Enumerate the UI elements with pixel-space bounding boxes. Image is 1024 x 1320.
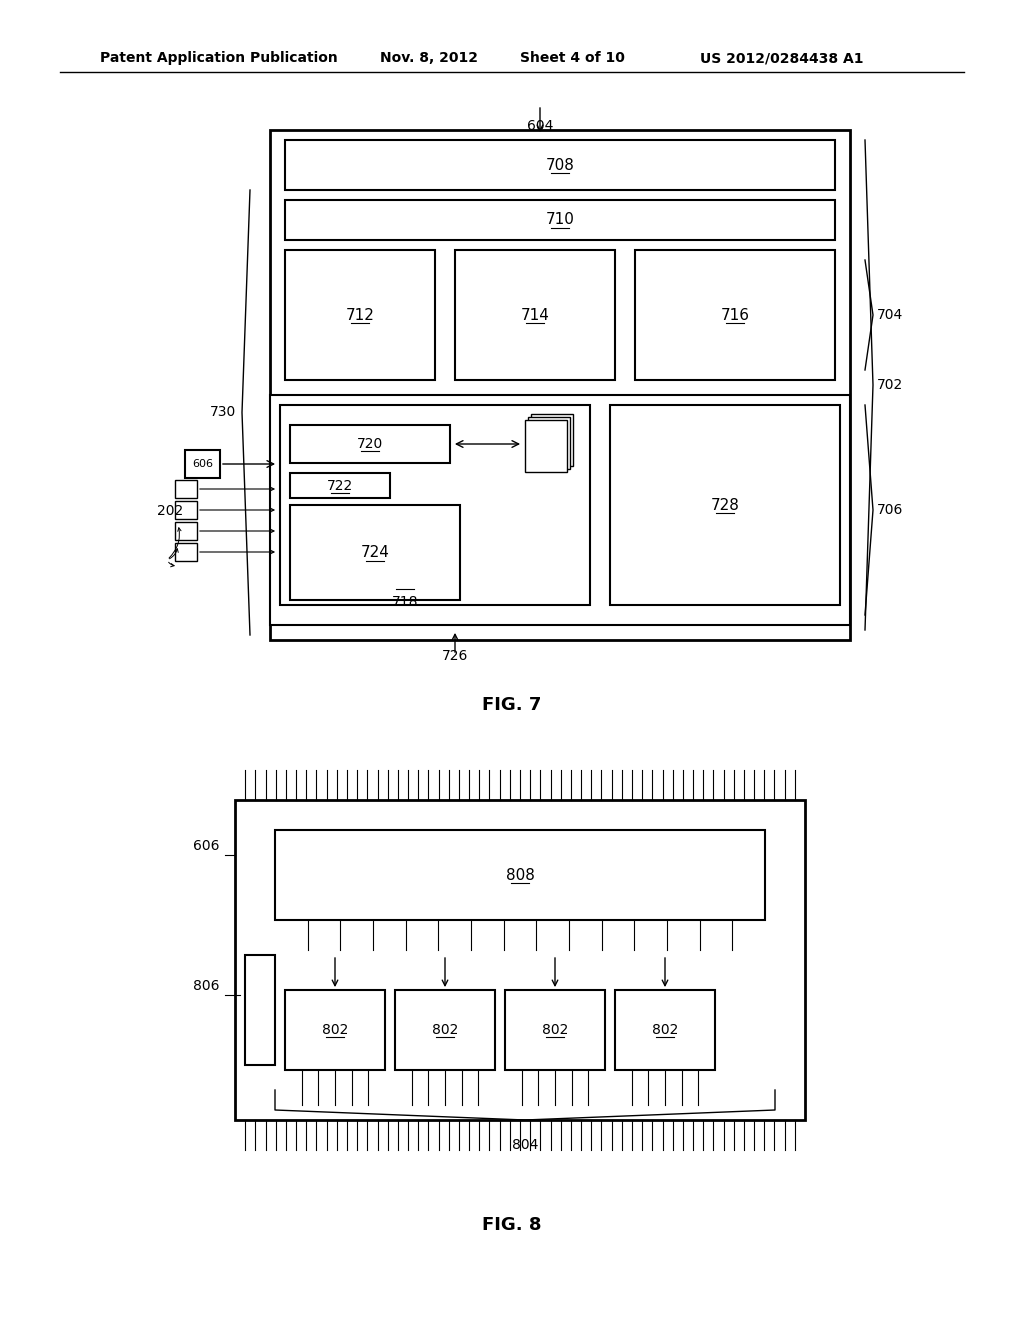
- Text: 730: 730: [210, 405, 237, 420]
- Text: 802: 802: [322, 1023, 348, 1038]
- Text: Sheet 4 of 10: Sheet 4 of 10: [520, 51, 625, 65]
- Bar: [528, 417, 570, 469]
- Text: 606: 606: [194, 840, 220, 853]
- Bar: [175, 502, 197, 519]
- Bar: [525, 420, 567, 473]
- Text: 722: 722: [327, 479, 353, 492]
- Bar: [280, 405, 590, 605]
- Text: 712: 712: [345, 308, 375, 322]
- Text: 720: 720: [357, 437, 383, 451]
- Text: 604: 604: [526, 119, 553, 133]
- Bar: [270, 395, 850, 624]
- Text: Patent Application Publication: Patent Application Publication: [100, 51, 338, 65]
- Text: FIG. 8: FIG. 8: [482, 1216, 542, 1234]
- Bar: [270, 129, 850, 640]
- Text: 808: 808: [506, 867, 535, 883]
- Bar: [175, 480, 197, 498]
- Text: 202: 202: [157, 504, 183, 517]
- Text: 724: 724: [360, 545, 389, 560]
- Text: 802: 802: [542, 1023, 568, 1038]
- Bar: [290, 506, 460, 601]
- Bar: [505, 990, 605, 1071]
- Bar: [285, 990, 385, 1071]
- Bar: [245, 954, 275, 1065]
- Text: 704: 704: [877, 308, 903, 322]
- Bar: [175, 543, 197, 561]
- Bar: [610, 405, 840, 605]
- Text: 726: 726: [441, 649, 468, 663]
- Bar: [185, 450, 220, 478]
- Text: 802: 802: [432, 1023, 458, 1038]
- Text: 708: 708: [546, 157, 574, 173]
- Text: 706: 706: [877, 503, 903, 517]
- Bar: [285, 249, 435, 380]
- Text: 802: 802: [652, 1023, 678, 1038]
- Bar: [635, 249, 835, 380]
- Bar: [290, 425, 450, 463]
- Text: 716: 716: [721, 308, 750, 322]
- Text: Nov. 8, 2012: Nov. 8, 2012: [380, 51, 478, 65]
- Text: 718: 718: [392, 595, 418, 609]
- Bar: [175, 521, 197, 540]
- Bar: [275, 830, 765, 920]
- Text: 702: 702: [877, 378, 903, 392]
- Text: 804: 804: [512, 1138, 539, 1152]
- Text: 806: 806: [194, 979, 220, 993]
- Bar: [395, 990, 495, 1071]
- Text: US 2012/0284438 A1: US 2012/0284438 A1: [700, 51, 863, 65]
- Bar: [285, 201, 835, 240]
- Bar: [615, 990, 715, 1071]
- Text: 606: 606: [193, 459, 213, 469]
- Bar: [285, 140, 835, 190]
- Text: 728: 728: [711, 498, 739, 512]
- Bar: [234, 800, 805, 1119]
- Text: FIG. 7: FIG. 7: [482, 696, 542, 714]
- Bar: [290, 473, 390, 498]
- Bar: [455, 249, 615, 380]
- Text: 714: 714: [520, 308, 550, 322]
- Text: 710: 710: [546, 213, 574, 227]
- Bar: [531, 414, 573, 466]
